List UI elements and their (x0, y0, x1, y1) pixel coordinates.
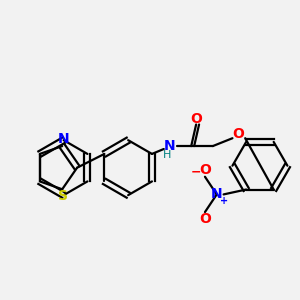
Text: O: O (199, 212, 211, 226)
Text: O: O (199, 163, 211, 177)
Text: −: − (191, 165, 201, 178)
Text: O: O (232, 127, 244, 141)
Text: H: H (163, 150, 171, 160)
Text: N: N (57, 132, 69, 146)
Text: N: N (211, 188, 223, 201)
Text: +: + (220, 196, 228, 206)
Text: S: S (58, 189, 68, 203)
Text: O: O (190, 112, 202, 126)
Text: N: N (164, 139, 176, 153)
